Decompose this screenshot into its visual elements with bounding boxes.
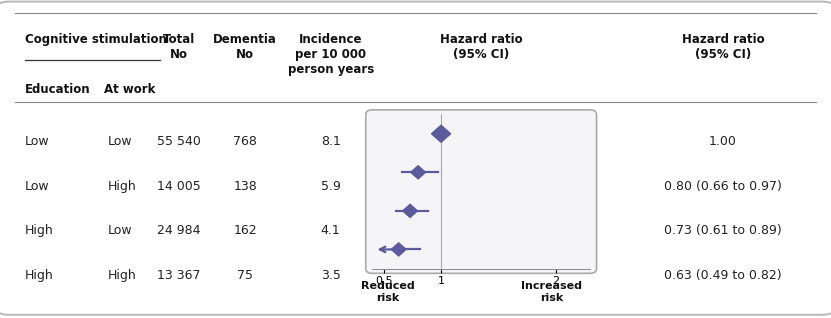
Text: 24 984: 24 984 (157, 224, 200, 237)
Text: 75: 75 (237, 269, 253, 281)
Text: 8.1: 8.1 (321, 135, 341, 148)
Polygon shape (431, 125, 450, 142)
Text: Low: Low (25, 135, 50, 148)
Text: 14 005: 14 005 (157, 180, 200, 192)
Text: 0.63 (0.49 to 0.82): 0.63 (0.49 to 0.82) (664, 269, 782, 281)
Text: 5.9: 5.9 (321, 180, 341, 192)
Text: 3.5: 3.5 (321, 269, 341, 281)
Text: Total
No: Total No (163, 33, 194, 61)
Text: Incidence
per 10 000
person years: Incidence per 10 000 person years (288, 33, 374, 76)
Text: Low: Low (108, 135, 133, 148)
Text: 4.1: 4.1 (321, 224, 341, 237)
Text: Low: Low (108, 224, 133, 237)
Text: High: High (108, 180, 137, 192)
Text: 55 540: 55 540 (157, 135, 200, 148)
Text: 13 367: 13 367 (157, 269, 200, 281)
Text: At work: At work (104, 83, 155, 96)
Text: High: High (108, 269, 137, 281)
Text: 768: 768 (234, 135, 257, 148)
Text: Hazard ratio
(95% CI): Hazard ratio (95% CI) (681, 33, 765, 61)
Text: Hazard ratio
(95% CI): Hazard ratio (95% CI) (440, 33, 523, 61)
Text: Cognitive stimulation: Cognitive stimulation (25, 33, 167, 46)
Polygon shape (391, 243, 406, 256)
Polygon shape (411, 166, 425, 179)
Text: 162: 162 (234, 224, 257, 237)
Text: Reduced
risk: Reduced risk (361, 281, 415, 303)
Text: 0.80 (0.66 to 0.97): 0.80 (0.66 to 0.97) (664, 180, 782, 192)
Text: 0.73 (0.61 to 0.89): 0.73 (0.61 to 0.89) (664, 224, 782, 237)
FancyBboxPatch shape (366, 110, 597, 273)
Text: Education: Education (25, 83, 91, 96)
Polygon shape (403, 204, 417, 218)
Text: Low: Low (25, 180, 50, 192)
Text: High: High (25, 224, 54, 237)
Text: Dementia
No: Dementia No (214, 33, 277, 61)
Text: 1.00: 1.00 (709, 135, 737, 148)
Text: Increased
risk: Increased risk (521, 281, 582, 303)
Text: High: High (25, 269, 54, 281)
Text: 138: 138 (234, 180, 257, 192)
